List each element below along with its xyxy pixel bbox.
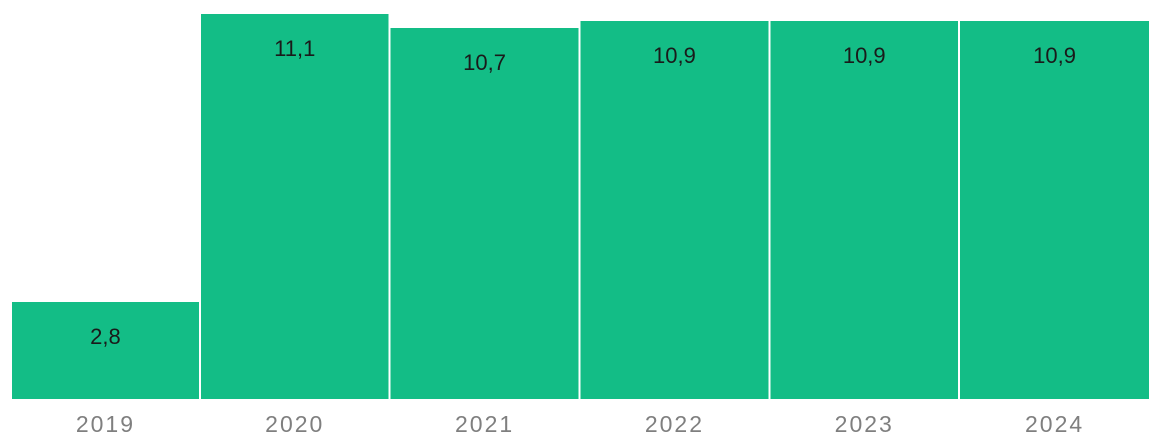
x-tick-label-2023: 2023	[835, 411, 894, 437]
value-labels-group: 2,8 11,1 10,7 10,9 10,9 10,9	[90, 36, 1076, 349]
value-label-2021: 10,7	[463, 50, 506, 75]
value-label-2020: 11,1	[274, 36, 315, 61]
x-axis: 2019 2020 2021 2022 2023 2024	[76, 411, 1084, 437]
bar-2024	[960, 20, 1149, 399]
x-tick-label-2020: 2020	[265, 411, 324, 437]
bar-2019	[12, 301, 199, 399]
value-label-2024: 10,9	[1033, 43, 1076, 68]
bar-2022	[580, 20, 769, 399]
value-label-2019: 2,8	[90, 324, 121, 349]
value-label-2022: 10,9	[653, 43, 696, 68]
value-label-2023: 10,9	[843, 43, 886, 68]
x-tick-label-2019: 2019	[76, 411, 135, 437]
bar-2020	[200, 14, 389, 399]
x-tick-label-2021: 2021	[455, 411, 514, 437]
bar-2023	[770, 20, 959, 399]
bar-2021	[390, 27, 579, 400]
x-tick-label-2024: 2024	[1025, 411, 1084, 437]
x-tick-label-2022: 2022	[645, 411, 704, 437]
bars-group	[12, 14, 1149, 400]
